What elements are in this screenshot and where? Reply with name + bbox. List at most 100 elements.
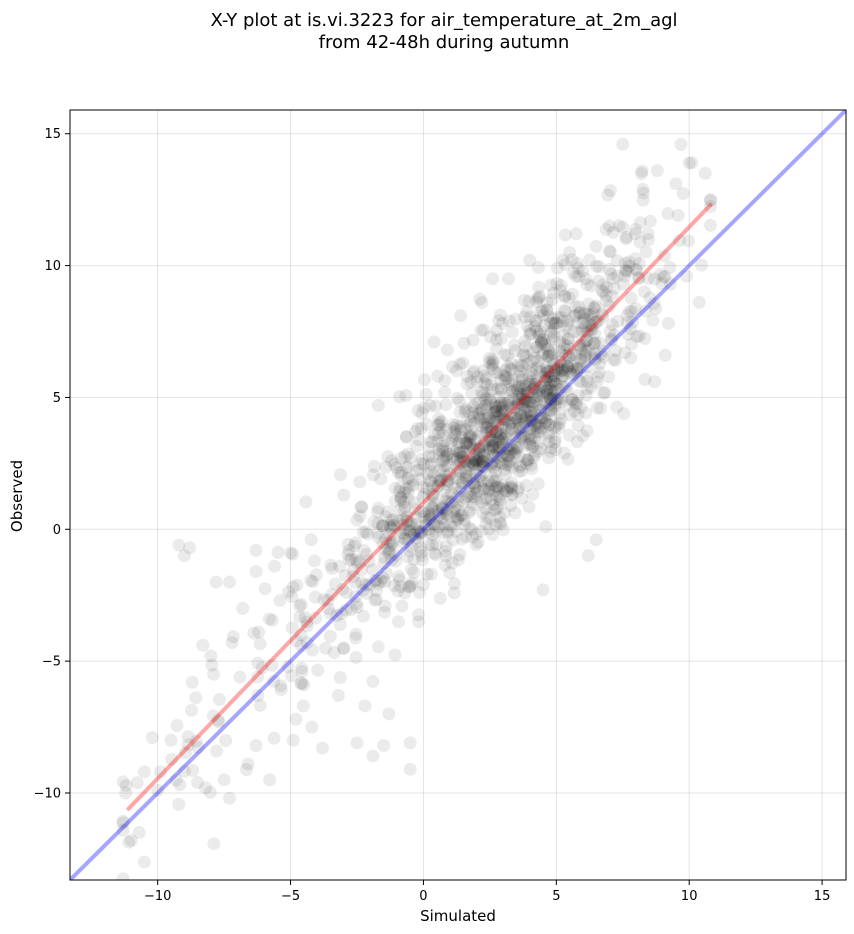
data-point [309,568,323,582]
data-point [432,411,446,425]
data-point [490,404,504,418]
data-point [381,505,395,519]
data-point [258,582,272,596]
data-point [656,270,670,284]
data-point [471,429,485,443]
data-point [226,630,240,644]
data-point [414,541,428,555]
data-point [553,335,567,349]
data-point [491,445,505,459]
data-point [384,522,398,536]
data-point [542,381,556,395]
data-point [595,284,609,298]
data-point [183,541,197,555]
data-point [206,709,220,723]
data-point [509,411,523,425]
data-point [392,485,406,499]
data-point [421,522,435,536]
data-point [635,164,649,178]
data-point [551,363,565,377]
data-point [574,401,588,415]
data-point [222,791,236,805]
data-point [185,675,199,689]
data-point [457,513,471,527]
data-point [523,414,537,428]
data-point [464,431,478,445]
data-point [562,291,576,305]
data-point [392,466,406,480]
data-point [476,459,490,473]
data-point [467,441,481,455]
x-axis: −10 −5 0 5 10 15 [144,880,830,904]
data-point [541,426,555,440]
data-point [451,510,465,524]
data-point [425,456,439,470]
data-point [516,432,530,446]
data-point [434,422,448,436]
data-point [421,467,435,481]
data-point [570,361,584,375]
data-point [520,357,534,371]
data-point [504,356,518,370]
data-point [415,452,429,466]
data-point [529,419,543,433]
data-point [560,359,574,373]
data-point [205,658,219,672]
data-point [641,271,655,285]
data-point [525,462,539,476]
data-point [511,399,525,413]
data-point [424,567,438,581]
data-point [419,387,433,401]
data-point [519,349,533,363]
data-point [398,523,412,537]
data-point [371,398,385,412]
data-point [525,354,539,368]
data-point [496,432,510,446]
data-point [482,441,496,455]
data-point [516,420,530,434]
data-point [443,566,457,580]
data-point [674,137,688,151]
data-point [588,353,602,367]
data-point [353,475,367,489]
data-point [481,481,495,495]
data-point [116,816,130,830]
data-point [531,398,545,412]
data-point [496,457,510,471]
data-point [616,220,630,234]
data-point [602,219,616,233]
data-point [590,375,604,389]
data-point [367,459,381,473]
data-point [262,612,276,626]
data-point [383,545,397,559]
data-point [416,457,430,471]
data-point [501,360,515,374]
data-point [541,349,555,363]
data-point [437,484,451,498]
data-point [562,428,576,442]
data-point [589,533,603,547]
data-point [181,738,195,752]
data-point [475,454,489,468]
data-point [465,523,479,537]
data-point [439,545,453,559]
data-point [491,424,505,438]
data-point [491,450,505,464]
data-point [429,537,443,551]
data-point [384,539,398,553]
data-point [573,351,587,365]
data-point [543,399,557,413]
data-point [470,454,484,468]
data-point [436,444,450,458]
data-point [551,393,565,407]
data-point [424,435,438,449]
data-point [414,457,428,471]
data-point [548,363,562,377]
data-point [511,441,525,455]
data-point [416,491,430,505]
data-point [479,372,493,386]
data-point [412,615,426,629]
data-point [436,442,450,456]
data-point [554,283,568,297]
data-point [469,527,483,541]
